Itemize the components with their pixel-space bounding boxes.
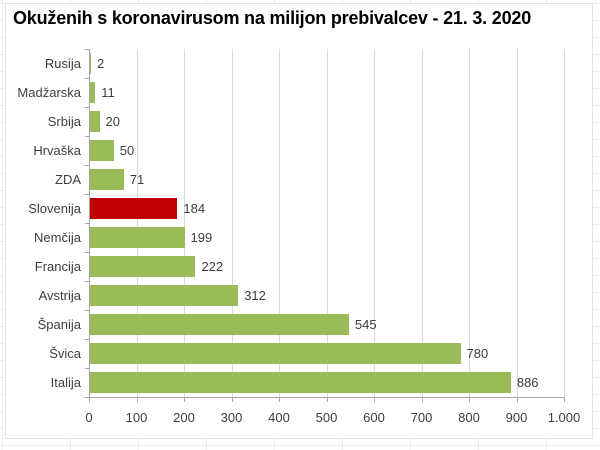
bar-francija	[90, 256, 196, 277]
bar-avstrija	[90, 285, 239, 306]
category-axis-tick	[85, 281, 89, 282]
category-axis-tick	[85, 165, 89, 166]
category-axis-tick	[85, 136, 89, 137]
category-label-rusija: Rusija	[44, 56, 81, 71]
category-label-francija: Francija	[34, 259, 81, 274]
category-axis-tick	[85, 49, 89, 50]
bar-nem-ija	[90, 227, 185, 248]
bar-value-label-avstrija: 312	[244, 288, 266, 303]
value-axis-tick	[421, 398, 423, 402]
bar-hrva-ka	[90, 140, 114, 161]
value-axis-tick	[516, 398, 518, 402]
value-axis-tick-label: 200	[173, 410, 195, 425]
category-label-italija: Italija	[50, 375, 81, 390]
value-axis-tick-label: 500	[315, 410, 338, 425]
bar-value-label-francija: 222	[201, 259, 224, 274]
bar-value-label-srbija: 20	[105, 114, 120, 129]
category-axis-tick	[85, 194, 89, 195]
bar-value-label--vica: 780	[466, 346, 489, 361]
gridline-600	[374, 49, 375, 397]
chart-object: Okuženih s koronavirusom na milijon preb…	[5, 3, 593, 439]
category-axis-tick	[85, 339, 89, 340]
value-axis-tick-label: 300	[220, 410, 243, 425]
bar-value-label-hrva-ka: 50	[119, 143, 135, 158]
bar--vica	[90, 343, 461, 364]
bar-rusija	[90, 53, 91, 74]
category-label-nem-ija: Nemčija	[34, 230, 81, 245]
bar--panija	[90, 314, 349, 335]
category-axis-tick	[85, 397, 89, 398]
gridline-1.000	[564, 49, 565, 397]
bar-zda	[90, 169, 124, 190]
gridline-900	[516, 49, 518, 397]
category-label-zda: ZDA	[55, 172, 81, 187]
value-axis-line	[89, 397, 565, 398]
bar-value-label-rusija: 2	[97, 56, 105, 71]
category-axis-tick	[85, 107, 89, 108]
value-axis-tick	[326, 398, 328, 402]
gridline-800	[469, 49, 470, 397]
category-label-slovenija: Slovenija	[28, 201, 81, 216]
bar-srbija	[90, 111, 100, 132]
category-label-hrva-ka: Hrvaška	[33, 143, 81, 158]
value-axis-tick-label: 700	[410, 410, 433, 425]
value-axis-tick-label: 1.000	[547, 410, 581, 425]
value-axis-tick	[279, 398, 280, 402]
gridline-200	[184, 49, 185, 397]
category-axis-tick	[85, 78, 89, 79]
category-label-mad-arska: Madžarska	[17, 85, 81, 100]
category-axis-tick	[85, 252, 89, 253]
bar-slovenija	[90, 198, 178, 219]
bar-value-label--panija: 545	[354, 317, 377, 332]
value-axis-tick-label: 0	[85, 410, 93, 425]
bar-italija	[90, 372, 511, 393]
value-axis-tick	[89, 398, 90, 402]
category-axis-tick	[85, 368, 89, 369]
bar-value-label-italija: 886	[516, 375, 539, 390]
value-axis-tick-label: 600	[363, 410, 385, 425]
value-axis-tick	[136, 398, 138, 402]
value-axis-tick	[469, 398, 470, 402]
value-axis-tick-label: 100	[125, 410, 148, 425]
gridline-100	[136, 49, 138, 397]
value-axis-tick-label: 400	[268, 410, 290, 425]
category-label-srbija: Srbija	[47, 114, 81, 129]
category-label--panija: Španija	[37, 317, 81, 332]
value-axis-tick-label: 800	[458, 410, 480, 425]
gridline-400	[279, 49, 280, 397]
gridline-500	[326, 49, 328, 397]
gridline-300	[231, 49, 233, 397]
category-label--vica: Švica	[49, 346, 81, 361]
category-axis-tick	[85, 310, 89, 311]
value-axis-tick	[564, 398, 565, 402]
value-axis-tick	[231, 398, 233, 402]
category-axis-tick	[85, 223, 89, 224]
bar-value-label-zda: 71	[129, 172, 145, 187]
value-axis-tick-label: 900	[505, 410, 528, 425]
value-axis-tick	[184, 398, 185, 402]
chart-title: Okuženih s koronavirusom na milijon preb…	[13, 8, 532, 28]
category-axis-line	[89, 49, 90, 398]
bar-value-label-slovenija: 184	[183, 201, 206, 216]
value-axis-tick	[374, 398, 375, 402]
gridline-700	[421, 49, 423, 397]
bar-mad-arska	[90, 82, 96, 103]
category-label-avstrija: Avstrija	[38, 288, 81, 303]
bar-value-label-mad-arska: 11	[101, 85, 115, 100]
plot-area: 0 100 200 300 400 500 600 700 800 900 1.000 Rusija 2…	[17, 49, 580, 425]
bar-value-label-nem-ija: 199	[190, 230, 213, 245]
